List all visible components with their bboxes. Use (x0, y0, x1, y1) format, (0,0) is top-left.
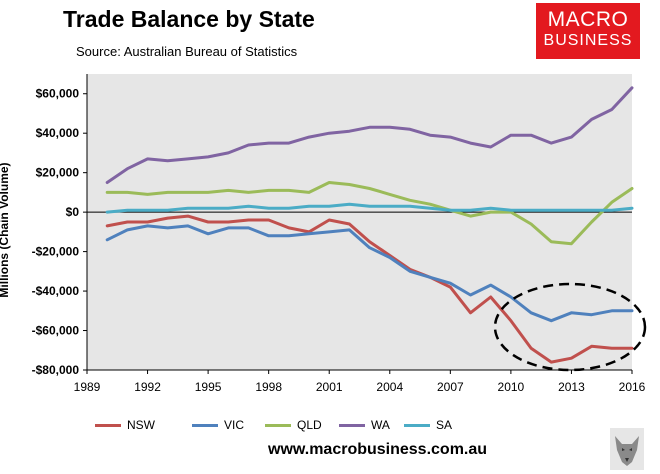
legend-swatch (265, 424, 291, 428)
x-tick-label: 2004 (376, 380, 403, 394)
x-tick-label: 1998 (255, 380, 282, 394)
chart-source: Source: Australian Bureau of Statistics (76, 44, 298, 59)
y-tick-label: $60,000 (36, 87, 80, 101)
series-line-vic (105, 224, 634, 323)
series-line-nsw (105, 214, 634, 364)
x-tick-label: 1995 (195, 380, 222, 394)
y-tick-label: $40,000 (36, 126, 80, 140)
website-url[interactable]: www.macrobusiness.com.au (268, 441, 488, 458)
y-tick-label: -$40,000 (32, 284, 80, 298)
legend-label: QLD (297, 418, 322, 432)
y-tick-label: -$60,000 (32, 324, 80, 338)
legend-label: SA (436, 418, 453, 432)
legend-label: NSW (127, 418, 155, 432)
x-tick-label: 2016 (619, 380, 646, 394)
legend-swatch (192, 424, 218, 428)
annotation-ellipse (493, 282, 647, 372)
legend-swatch (95, 424, 121, 428)
x-tick-label: 1989 (74, 380, 101, 394)
series-line-wa (105, 86, 634, 184)
x-tick-label: 2007 (437, 380, 464, 394)
chart-title: Trade Balance by State (63, 6, 315, 32)
plot-area (87, 74, 632, 370)
legend-item-sa: SA (404, 418, 452, 432)
x-tick-label: 2013 (558, 380, 585, 394)
x-tick-label: 2010 (498, 380, 525, 394)
legend-item-vic: VIC (192, 418, 244, 432)
legend-swatch (404, 424, 430, 428)
legend-item-wa: WA (339, 418, 390, 432)
legend-label: VIC (224, 418, 245, 432)
y-tick-label: $0 (66, 205, 80, 219)
legend-swatch (339, 424, 365, 428)
legend-item-nsw: NSW (95, 418, 155, 432)
series-line-sa (105, 202, 634, 214)
y-tick-label: -$20,000 (32, 245, 80, 259)
macrobusiness-logo[interactable]: MACRO BUSINESS (536, 3, 640, 59)
x-tick-label: 1992 (134, 380, 161, 394)
y-tick-label: -$80,000 (32, 363, 80, 377)
legend-item-qld: QLD (265, 418, 322, 432)
series-line-qld (105, 181, 634, 246)
x-tick-label: 2001 (316, 380, 343, 394)
legend-label: WA (371, 418, 390, 432)
y-tick-label: $20,000 (36, 166, 80, 180)
logo-line1: MACRO (547, 8, 629, 31)
logo-line2: BUSINESS (543, 32, 633, 49)
wolf-emblem-icon (610, 428, 644, 470)
